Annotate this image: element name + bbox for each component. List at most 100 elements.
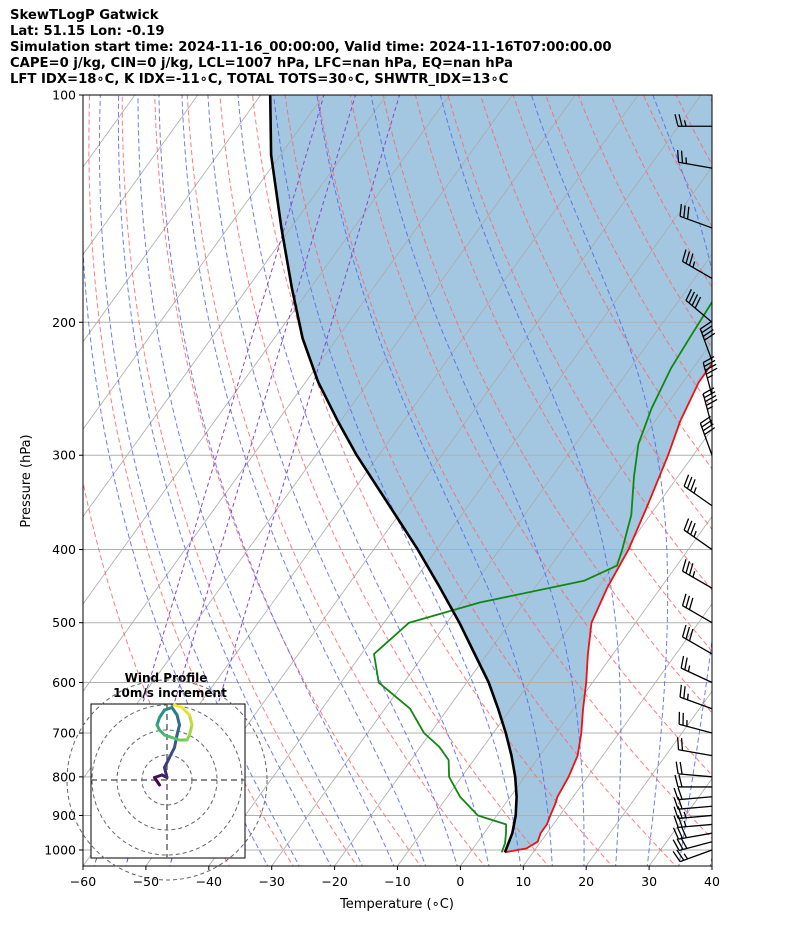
isotherm-line <box>83 95 513 692</box>
barb-shaft <box>682 605 713 624</box>
barb-flag <box>677 806 683 819</box>
hodograph-segment <box>173 733 179 749</box>
barb-flag <box>704 427 716 436</box>
isotherm-line <box>271 253 712 866</box>
barb-flag <box>694 296 702 309</box>
barb-flag <box>680 826 687 838</box>
barb-flag <box>672 851 681 862</box>
dry-adiabat-line <box>545 95 712 410</box>
hodograph-segment <box>170 706 179 717</box>
barb-shaft <box>679 696 713 710</box>
barb-shaft <box>702 393 713 427</box>
barb-flag <box>688 253 694 266</box>
barb-flag <box>690 479 696 492</box>
barb-flag <box>685 626 691 640</box>
wind-barb <box>679 203 713 229</box>
x-tick-label: −60 <box>70 874 96 889</box>
isotherm-line <box>773 78 794 869</box>
dry-adiabat-line <box>732 78 794 869</box>
wind-barb <box>681 624 713 655</box>
wind-barb <box>683 518 713 551</box>
moist-adiabat-line <box>709 854 712 866</box>
hodograph-segment <box>175 723 181 737</box>
barb-shaft <box>678 749 713 757</box>
barb-half-flag <box>683 120 687 127</box>
moist-adiabat-line <box>316 95 553 866</box>
moist-adiabat-line <box>181 95 427 866</box>
barb-flag <box>683 474 690 487</box>
wind-barb <box>674 774 712 788</box>
barb-shaft <box>682 570 713 589</box>
dry-adiabat-line <box>154 95 422 866</box>
dry-adiabat-line <box>479 95 712 531</box>
barb-flag <box>701 325 713 334</box>
chart-title: SkewTLogP Gatwick <box>10 8 159 23</box>
dry-adiabat-line <box>88 95 294 866</box>
barb-flag <box>688 628 694 642</box>
wind-barb <box>678 711 713 734</box>
barb-half-flag <box>693 530 697 538</box>
barb-flag <box>673 806 679 819</box>
wind-barb <box>679 684 713 710</box>
wind-barb <box>676 737 713 757</box>
barb-flag <box>680 738 684 751</box>
barb-flag <box>676 737 680 750</box>
barb-flag <box>681 624 687 638</box>
barb-flag <box>683 686 686 699</box>
hodograph-segment <box>173 703 184 709</box>
x-tick-label: −20 <box>321 874 347 889</box>
dry-adiabat-line <box>284 95 677 866</box>
barb-half-flag <box>686 693 689 700</box>
barb-flag <box>676 826 684 839</box>
wind-barb <box>672 826 713 840</box>
moist-adiabat-line <box>158 95 395 866</box>
chart-header: SkewTLogP Gatwick Lat: 51.15 Lon: -0.19 … <box>10 8 612 88</box>
barb-shaft <box>702 362 713 396</box>
barb-flag <box>690 522 696 535</box>
x-tick-label: 10 <box>515 874 531 889</box>
barb-flag <box>685 595 691 608</box>
barb-half-flag <box>692 571 696 578</box>
isotherm-line <box>83 95 325 430</box>
axis-ticks: −60 −50 −40 −30 −20 −10 0 10 20 30 40 1000 900 800 700… <box>44 88 720 890</box>
cape-cin-shade <box>270 95 712 853</box>
barb-shaft <box>678 814 713 820</box>
wind-barb <box>681 559 713 589</box>
moist-adiabat-line <box>99 95 300 866</box>
y-tick-label: 700 <box>52 726 76 741</box>
barb-half-flag <box>693 487 697 494</box>
wind-barb <box>673 815 713 829</box>
barb-flag <box>674 774 679 788</box>
barb-flag <box>681 559 687 572</box>
barb-flag <box>685 251 691 264</box>
barb-flag <box>681 249 687 262</box>
barb-flag <box>686 206 690 220</box>
wind-barb <box>680 655 713 684</box>
barb-flag <box>704 363 717 371</box>
cape-line: CAPE=0 j/kg, CIN=0 j/kg, LCL=1007 hPa, L… <box>10 56 513 71</box>
x-tick-label: −30 <box>259 874 285 889</box>
barb-shaft <box>678 796 713 801</box>
location-line: Lat: 51.15 Lon: -0.19 <box>10 24 165 39</box>
thermo-gridlines <box>83 78 794 869</box>
y-axis-label: Pressure (hPa) <box>19 434 34 527</box>
barb-flag <box>686 476 693 489</box>
barb-flag <box>703 391 716 399</box>
y-tick-label: 1000 <box>44 843 76 858</box>
isotherm-line <box>83 95 199 256</box>
barb-shaft <box>699 423 713 456</box>
barb-flag <box>677 787 683 800</box>
barb-shaft <box>682 636 713 655</box>
barb-shaft <box>678 723 713 734</box>
barb-flag <box>688 597 694 610</box>
moist-adiabat-line <box>237 95 490 866</box>
barb-shaft <box>683 485 713 507</box>
barb-half-flag <box>683 853 689 860</box>
isotherm-line <box>459 515 712 866</box>
barb-flag <box>679 684 682 698</box>
barb-flag <box>686 520 693 533</box>
hodograph-segment <box>163 766 169 779</box>
barb-flag <box>675 761 679 774</box>
wind-barb <box>675 761 713 778</box>
